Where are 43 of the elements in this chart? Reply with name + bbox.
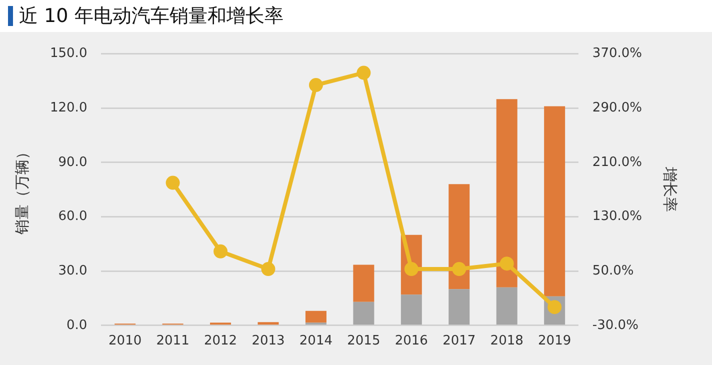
y-tick-label: 0.0 xyxy=(66,318,88,333)
point xyxy=(452,262,466,276)
y2-axis-title: 增长率 xyxy=(661,166,680,212)
x-tick-label: 2018 xyxy=(490,334,524,349)
point xyxy=(404,262,418,276)
x-tick-label: 2012 xyxy=(204,334,238,349)
y2-tick-label: 50.0% xyxy=(592,263,634,278)
x-tick-label: 2016 xyxy=(394,334,428,349)
point xyxy=(500,256,514,271)
bar xyxy=(544,106,566,296)
x-tick-label: 2010 xyxy=(108,334,142,349)
bar xyxy=(258,322,279,325)
x-tick-label: 2017 xyxy=(442,334,476,349)
x-tick-label: 2013 xyxy=(252,334,285,349)
y2-tick-label: 130.0% xyxy=(592,209,642,224)
bar xyxy=(496,99,518,288)
bar xyxy=(353,302,374,325)
y2-tick-label: 290.0% xyxy=(592,100,642,116)
y2-tick-label: -30.0% xyxy=(592,318,638,333)
x-tick-label: 2011 xyxy=(156,334,190,349)
bar xyxy=(448,184,470,290)
x-tick-label: 2014 xyxy=(299,334,333,349)
y-tick-label: 150.0 xyxy=(50,46,88,62)
y-tick-label: 90.0 xyxy=(58,154,88,170)
y-tick-label: 120.0 xyxy=(50,100,88,116)
bar xyxy=(496,287,518,325)
bar xyxy=(353,264,374,302)
bar xyxy=(400,294,422,325)
point xyxy=(261,262,276,276)
point xyxy=(356,66,371,80)
y2-tick-label: 210.0% xyxy=(592,154,642,170)
y-tick-label: 60.0 xyxy=(58,209,88,224)
point xyxy=(214,244,228,258)
y-axis-title: 销量（万辆） xyxy=(12,144,31,236)
x-tick-label: 2019 xyxy=(538,334,572,349)
bar xyxy=(448,289,470,325)
x-tick-label: 2015 xyxy=(347,334,380,349)
chart-title: 近 10 年电动汽车销量和增长率 xyxy=(19,4,284,29)
y2-tick-label: 370.0% xyxy=(592,46,642,62)
point xyxy=(166,176,180,190)
point xyxy=(308,78,323,92)
bar xyxy=(305,310,326,323)
y-tick-label: 30.0 xyxy=(58,263,88,278)
